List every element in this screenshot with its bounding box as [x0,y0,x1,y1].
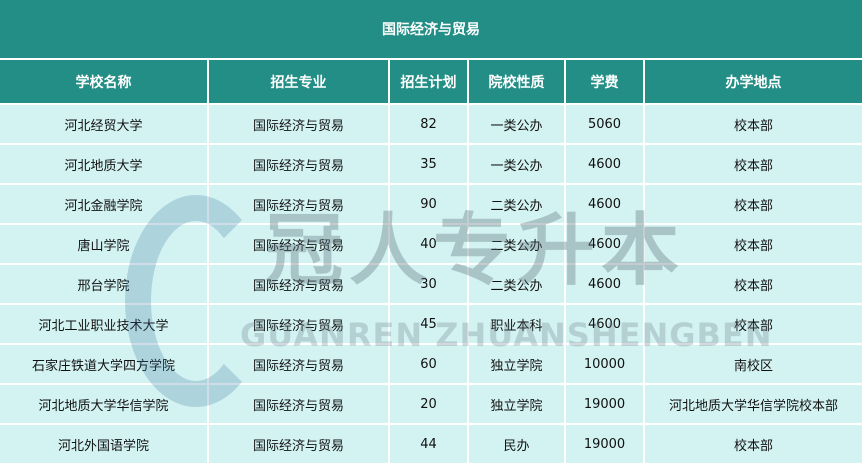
table-cell: 校本部 [645,185,862,223]
table-cell: 82 [390,105,467,143]
table-cell: 90 [390,185,467,223]
table-row: 河北金融学院 国际经济与贸易 90 二类公办 4600 校本部 [0,185,862,223]
table-cell: 河北金融学院 [0,185,207,223]
table-row: 河北经贸大学 国际经济与贸易 82 一类公办 5060 校本部 [0,105,862,143]
table-cell: 校本部 [645,265,862,303]
table-cell: 民办 [469,425,564,463]
header-row: 学校名称 招生专业 招生计划 院校性质 学费 办学地点 [0,60,862,103]
table-cell: 国际经济与贸易 [209,225,388,263]
table-cell: 河北经贸大学 [0,105,207,143]
table-cell: 二类公办 [469,185,564,223]
table-cell: 邢台学院 [0,265,207,303]
table-cell: 河北外国语学院 [0,425,207,463]
table-cell: 河北工业职业技术大学 [0,305,207,343]
table-cell: 国际经济与贸易 [209,345,388,383]
table-cell: 河北地质大学华信学院 [0,385,207,423]
table-row: 河北地质大学 国际经济与贸易 35 一类公办 4600 校本部 [0,145,862,183]
table-cell: 4600 [566,265,643,303]
table-cell: 44 [390,425,467,463]
table-cell: 4600 [566,185,643,223]
table-cell: 校本部 [645,305,862,343]
table-cell: 45 [390,305,467,343]
table-cell: 35 [390,145,467,183]
table-row: 唐山学院 国际经济与贸易 40 二类公办 4600 校本部 [0,225,862,263]
table-cell: 国际经济与贸易 [209,385,388,423]
table-cell: 19000 [566,385,643,423]
table-cell: 国际经济与贸易 [209,105,388,143]
table-row: 石家庄铁道大学四方学院 国际经济与贸易 60 独立学院 10000 南校区 [0,345,862,383]
table-cell: 职业本科 [469,305,564,343]
table-row: 河北工业职业技术大学 国际经济与贸易 45 职业本科 4600 校本部 [0,305,862,343]
table-cell: 4600 [566,225,643,263]
table-cell: 国际经济与贸易 [209,305,388,343]
table-cell: 河北地质大学华信学院校本部 [645,385,862,423]
table-cell: 国际经济与贸易 [209,145,388,183]
table-cell: 20 [390,385,467,423]
table-cell: 一类公办 [469,105,564,143]
table-cell: 校本部 [645,225,862,263]
table-cell: 二类公办 [469,265,564,303]
table-row: 河北外国语学院 国际经济与贸易 44 民办 19000 校本部 [0,425,862,463]
table-cell: 19000 [566,425,643,463]
table-cell: 30 [390,265,467,303]
table-cell: 一类公办 [469,145,564,183]
table-cell: 独立学院 [469,345,564,383]
table-cell: 二类公办 [469,225,564,263]
table-row: 邢台学院 国际经济与贸易 30 二类公办 4600 校本部 [0,265,862,303]
table-cell: 国际经济与贸易 [209,265,388,303]
table-cell: 5060 [566,105,643,143]
table-cell: 10000 [566,345,643,383]
column-header: 学校名称 [0,60,207,103]
column-header: 招生专业 [209,60,388,103]
table-cell: 校本部 [645,145,862,183]
table-cell: 唐山学院 [0,225,207,263]
table-cell: 4600 [566,305,643,343]
table-cell: 南校区 [645,345,862,383]
column-header: 院校性质 [469,60,564,103]
column-header: 学费 [566,60,643,103]
column-header: 办学地点 [645,60,862,103]
table-cell: 河北地质大学 [0,145,207,183]
table-cell: 40 [390,225,467,263]
table-cell: 校本部 [645,425,862,463]
table-cell: 4600 [566,145,643,183]
table-cell: 60 [390,345,467,383]
column-header: 招生计划 [390,60,467,103]
table-cell: 校本部 [645,105,862,143]
table-cell: 国际经济与贸易 [209,185,388,223]
table-title: 国际经济与贸易 [0,0,862,58]
table-cell: 独立学院 [469,385,564,423]
table-cell: 国际经济与贸易 [209,425,388,463]
table-row: 河北地质大学华信学院 国际经济与贸易 20 独立学院 19000 河北地质大学华信学院校本… [0,385,862,423]
table-cell: 石家庄铁道大学四方学院 [0,345,207,383]
